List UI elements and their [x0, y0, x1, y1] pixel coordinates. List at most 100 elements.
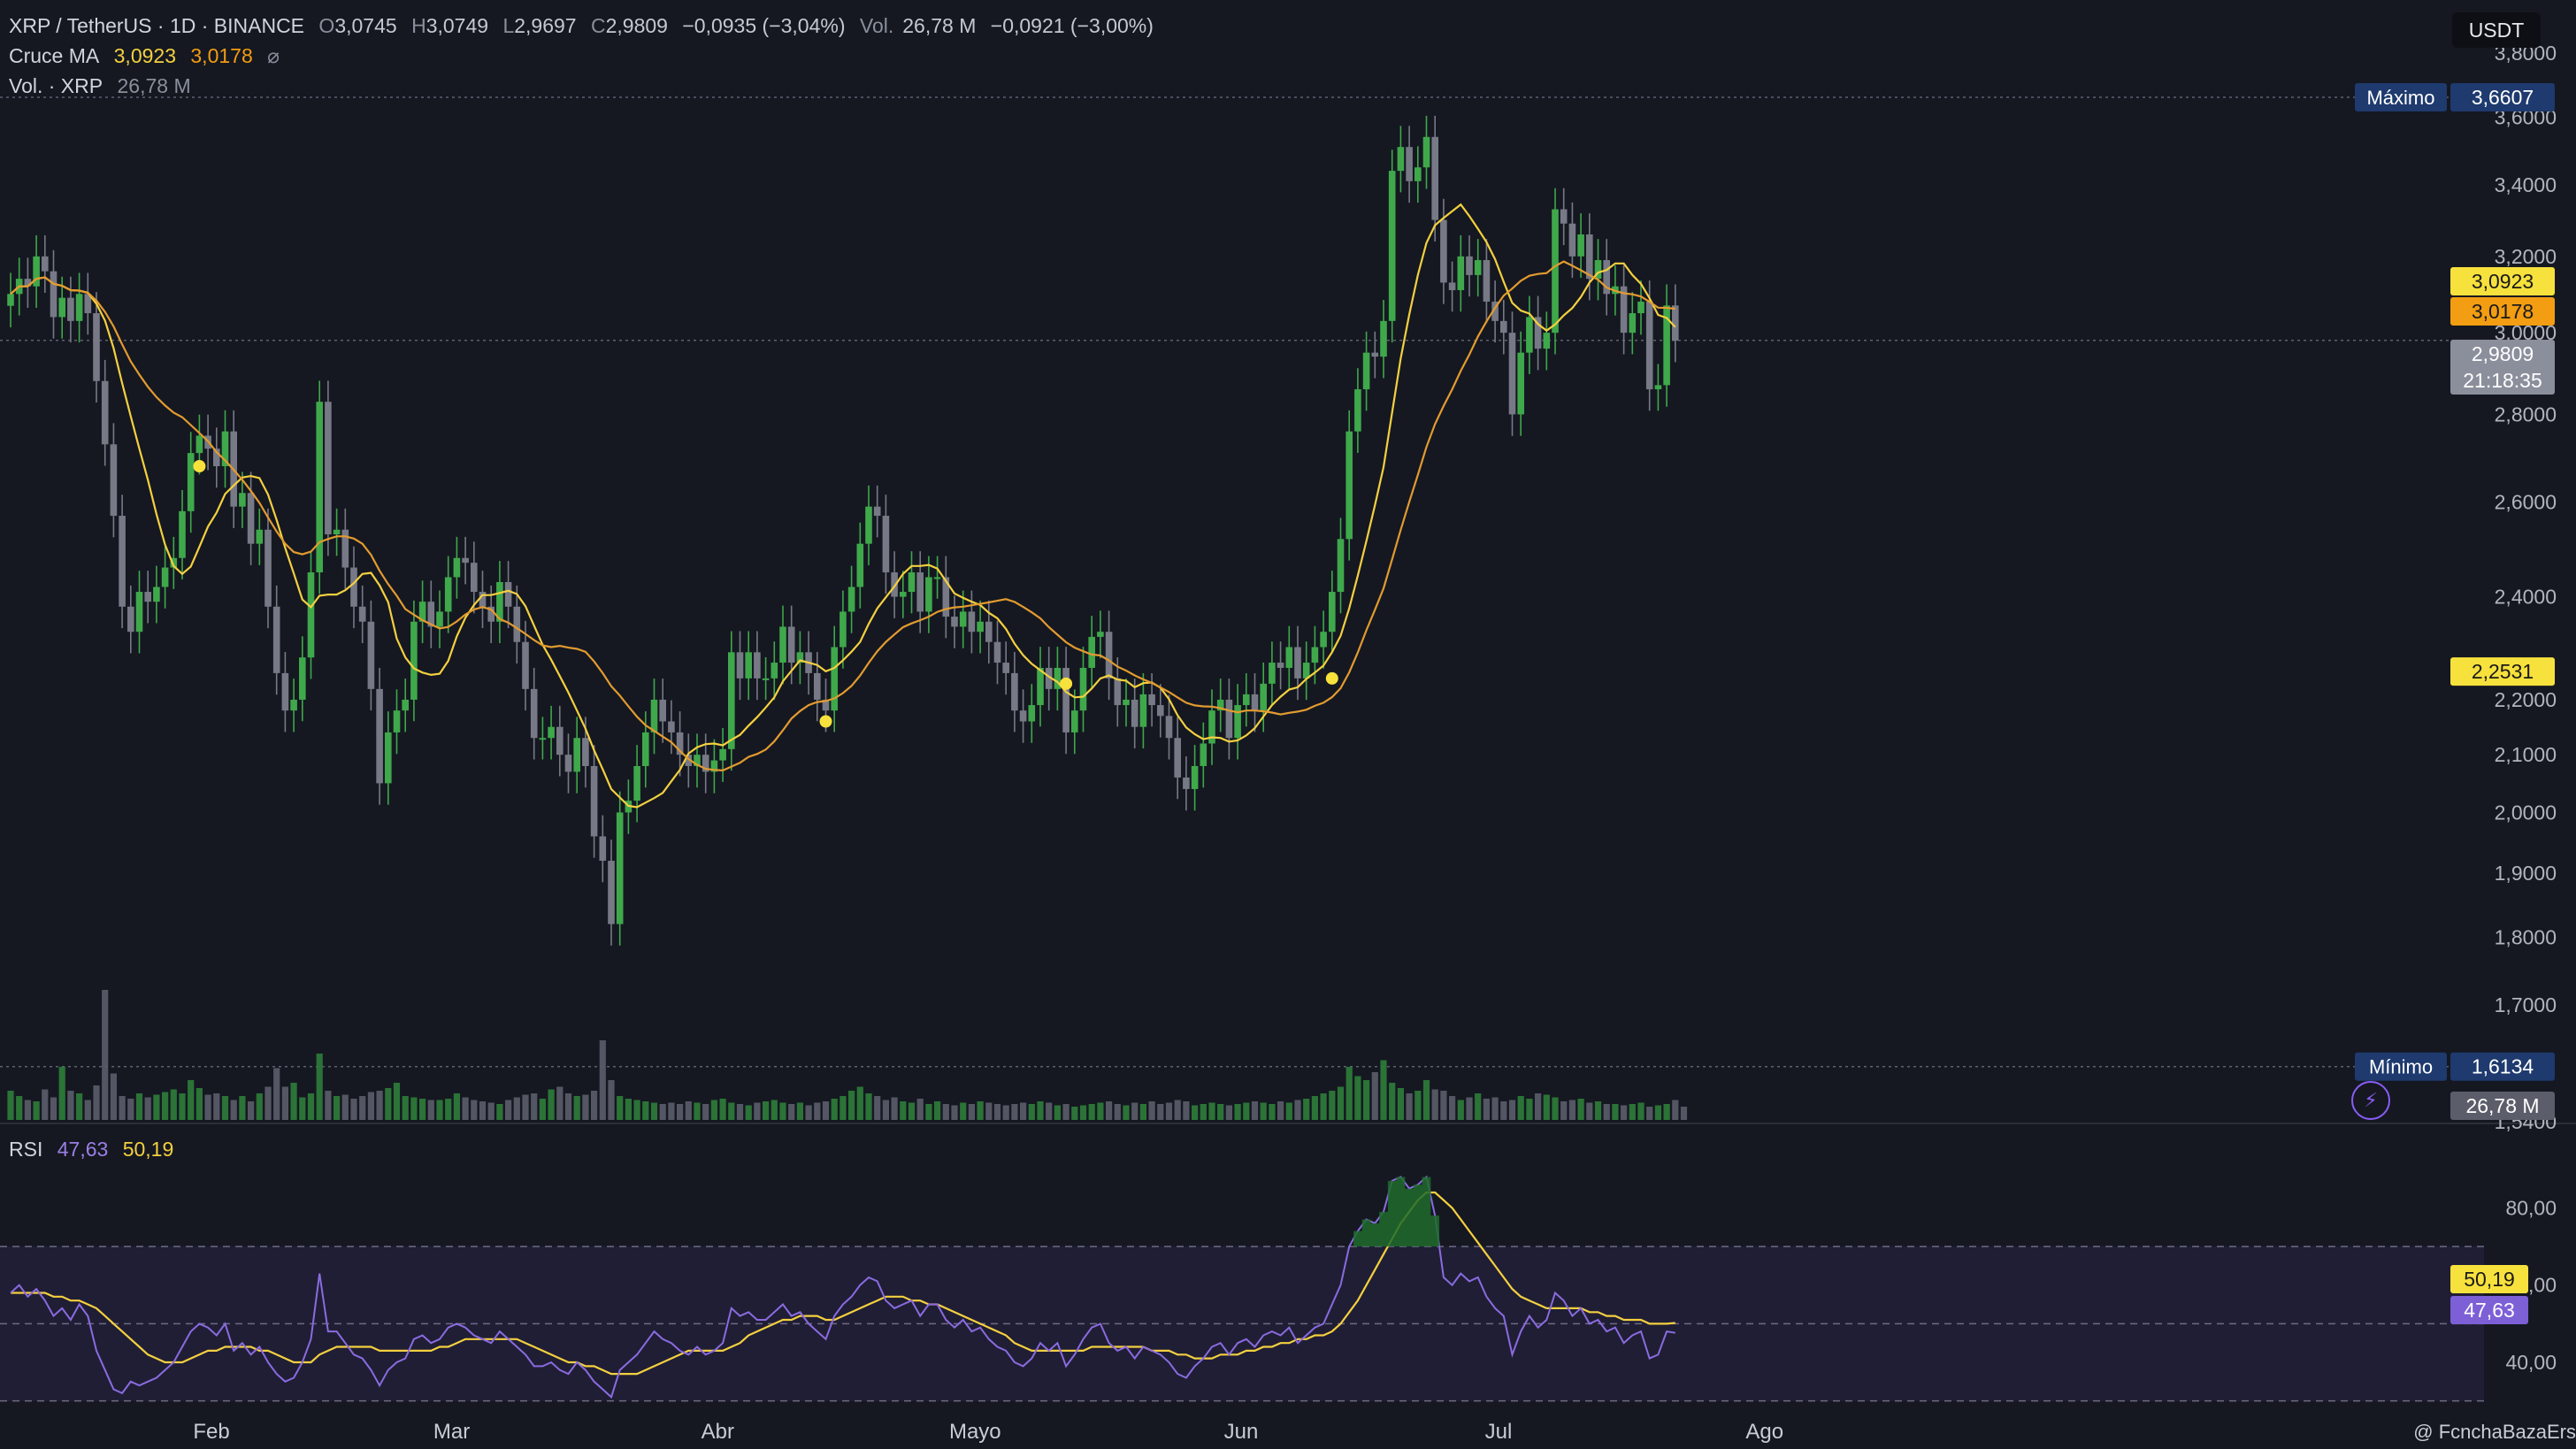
volume-bar: [1114, 1104, 1121, 1120]
volume-bar: [462, 1097, 469, 1120]
candle-body: [968, 611, 976, 632]
volume-bar: [153, 1094, 160, 1120]
candle-body: [402, 699, 409, 711]
x-tick-label: Ago: [1745, 1420, 1783, 1444]
price-badge: [2450, 82, 2555, 111]
candle-body: [754, 652, 761, 678]
candle-body: [608, 861, 615, 924]
volume-bar: [1071, 1107, 1078, 1120]
volume-bar: [1208, 1102, 1215, 1120]
volume-bar: [1346, 1067, 1353, 1120]
candle-body: [119, 516, 126, 607]
price-tick-label: 1,8000: [2495, 925, 2557, 948]
price-badge-value: 1,6134: [2472, 1055, 2534, 1078]
footer-watermark: @ F​​c​​nchaBazaErs: [2413, 1421, 2576, 1443]
volume-bar: [531, 1093, 538, 1120]
volume-bar: [325, 1091, 332, 1120]
candle-body: [522, 641, 529, 689]
candle-body: [367, 621, 375, 689]
ma-fast-line: [10, 203, 1676, 809]
volume-bar: [1449, 1096, 1456, 1120]
candle-body: [1216, 699, 1224, 711]
candle-body: [316, 402, 323, 573]
volume-bar: [805, 1105, 812, 1120]
currency-button[interactable]: USDT: [2452, 12, 2541, 48]
hidden-eye-icon[interactable]: ⌀: [267, 44, 280, 67]
volume-bar: [1363, 1080, 1370, 1120]
candle-body: [582, 738, 589, 766]
volume-bar: [1054, 1105, 1061, 1120]
volume-bar: [625, 1099, 632, 1120]
volume-bar: [76, 1093, 83, 1120]
volume-badge: [2450, 1092, 2555, 1120]
volume-bar: [213, 1093, 220, 1120]
candle-body: [736, 652, 744, 678]
candle-body: [67, 297, 74, 321]
volume-bar: [1174, 1100, 1181, 1120]
candle-body: [1448, 282, 1456, 290]
candle-body: [1123, 699, 1130, 706]
ma-cross-legend[interactable]: Cruce MA 3,0923 3,0178 ⌀: [9, 44, 288, 68]
volume-bar: [1337, 1086, 1345, 1120]
candle-body: [1019, 710, 1027, 722]
volume-badge-value: 26,78 M: [2465, 1094, 2539, 1117]
candle-body: [1637, 301, 1644, 314]
candle-body: [444, 577, 452, 612]
price-tick-label: 2,1000: [2495, 743, 2557, 766]
candle-body: [1560, 209, 1568, 224]
volume-bar: [1234, 1104, 1241, 1120]
volume-bar: [788, 1104, 795, 1120]
price-tick-label: 2,8000: [2495, 402, 2557, 426]
candle-body: [187, 453, 195, 511]
candle-body: [84, 294, 92, 314]
candle-body: [1586, 234, 1593, 280]
volume-bar: [1131, 1102, 1138, 1120]
candle-body: [1260, 683, 1267, 711]
volume-bar: [453, 1093, 460, 1120]
x-tick-label: Mar: [433, 1420, 470, 1444]
rsi-legend[interactable]: RSI 47,63 50,19: [9, 1138, 182, 1162]
volume-bar: [1380, 1060, 1387, 1120]
candle-body: [977, 621, 984, 632]
lightning-icon[interactable]: ⚡: [2351, 1081, 2390, 1120]
volume-bar: [264, 1086, 272, 1120]
volume-bar: [1200, 1104, 1207, 1120]
volume-bar: [608, 1080, 615, 1120]
volume-bar: [1543, 1094, 1550, 1120]
candle-body: [1294, 647, 1301, 678]
volume-bar: [385, 1088, 392, 1120]
volume-bar: [564, 1093, 572, 1120]
volume-legend[interactable]: Vol. · XRP 26,78 M: [9, 74, 200, 98]
volume-bar: [1646, 1107, 1653, 1120]
candle-body: [1088, 636, 1095, 668]
candle-body: [779, 626, 786, 663]
candle-body: [1672, 305, 1679, 341]
volume-bar: [290, 1083, 297, 1120]
volume-bar: [135, 1093, 143, 1120]
candle-body: [272, 606, 280, 673]
candle-body: [1500, 320, 1507, 334]
candle-body: [1422, 136, 1430, 168]
candle-body: [1148, 694, 1155, 706]
volume-bar: [93, 1085, 100, 1120]
symbol-title[interactable]: XRP / TetherUS · 1D · BINANCE: [9, 14, 305, 37]
volume-bar: [573, 1096, 580, 1120]
volume-bar: [942, 1104, 949, 1120]
candle-body: [256, 529, 264, 544]
candle-body: [1337, 539, 1345, 593]
volume-bar: [179, 1093, 186, 1120]
x-tick-label: Abr: [702, 1420, 734, 1444]
volume-bar: [1552, 1097, 1559, 1120]
candle-body: [650, 699, 658, 732]
volume-bar: [1192, 1105, 1199, 1120]
candle-body: [1380, 320, 1387, 357]
price-badge-value: 3,0178: [2472, 300, 2534, 323]
volume-bar: [1406, 1093, 1413, 1120]
volume-bar: [1431, 1089, 1438, 1120]
candle-body: [1654, 385, 1662, 390]
volume-bar: [204, 1094, 211, 1120]
candle-body: [1285, 647, 1293, 668]
volume-bar: [1612, 1104, 1619, 1120]
candle-body: [110, 444, 118, 517]
